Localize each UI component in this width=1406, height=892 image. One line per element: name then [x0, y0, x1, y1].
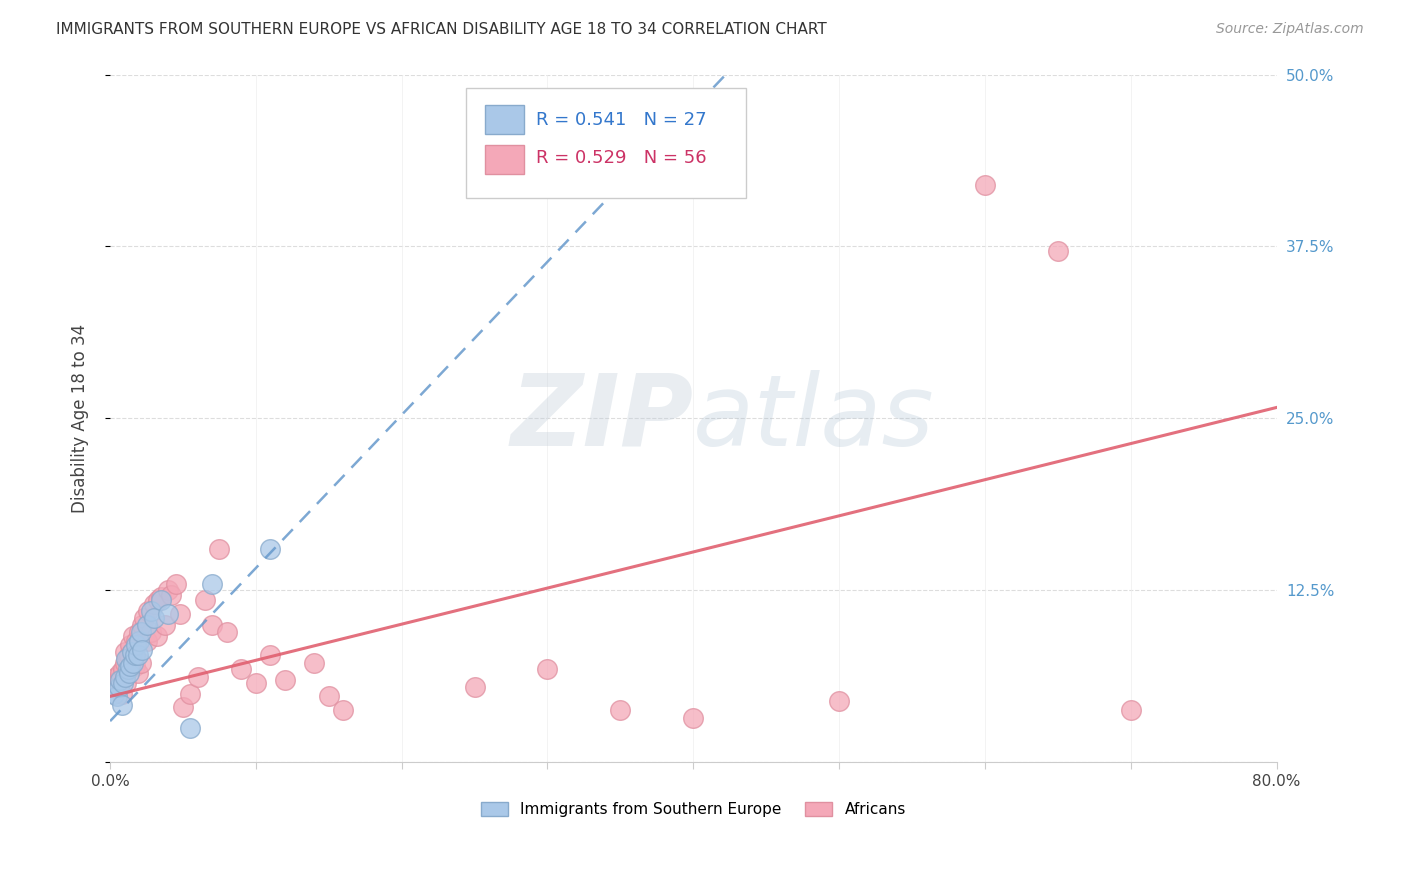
Point — [1119, 703, 1142, 717]
Point — [111, 687, 134, 701]
Point — [135, 618, 157, 632]
Point — [118, 648, 141, 662]
Point — [122, 657, 145, 671]
Point — [105, 680, 128, 694]
Point — [145, 629, 167, 643]
Point — [125, 634, 148, 648]
Point — [142, 611, 165, 625]
Text: R = 0.541   N = 27: R = 0.541 N = 27 — [536, 111, 706, 129]
Point — [215, 624, 238, 639]
Point — [464, 680, 486, 694]
Point — [201, 576, 224, 591]
Legend: Immigrants from Southern Europe, Africans: Immigrants from Southern Europe, African… — [475, 797, 912, 823]
Point — [103, 687, 125, 701]
Point — [208, 542, 231, 557]
Point — [150, 591, 173, 605]
Point — [157, 583, 180, 598]
Point — [114, 670, 136, 684]
Point — [139, 624, 162, 639]
Point — [609, 703, 631, 717]
Point — [142, 597, 165, 611]
Point — [245, 675, 267, 690]
Point — [150, 593, 173, 607]
Point — [1046, 244, 1069, 258]
Point — [274, 673, 297, 687]
Point — [157, 607, 180, 621]
Point — [165, 576, 187, 591]
Point — [117, 662, 139, 676]
Point — [120, 639, 142, 653]
Point — [179, 721, 201, 735]
Text: ZIP: ZIP — [510, 370, 693, 467]
Point — [124, 659, 146, 673]
Point — [332, 703, 354, 717]
Point — [128, 634, 150, 648]
FancyBboxPatch shape — [485, 145, 524, 174]
Point — [536, 662, 558, 676]
Point — [169, 607, 191, 621]
Point — [114, 657, 136, 671]
Point — [103, 675, 125, 690]
Point — [302, 657, 325, 671]
Point — [194, 593, 217, 607]
Point — [179, 687, 201, 701]
Point — [974, 178, 997, 192]
Point — [112, 675, 135, 690]
Text: atlas: atlas — [693, 370, 935, 467]
Point — [118, 665, 141, 680]
Point — [125, 639, 148, 653]
Point — [122, 629, 145, 643]
Point — [132, 611, 155, 625]
Point — [160, 588, 183, 602]
Point — [259, 648, 281, 662]
Point — [120, 659, 142, 673]
Point — [104, 670, 127, 684]
Point — [115, 675, 138, 690]
Point — [127, 648, 149, 662]
Point — [682, 711, 704, 725]
Point — [105, 690, 128, 704]
Point — [124, 648, 146, 662]
Point — [136, 604, 159, 618]
Point — [148, 593, 170, 607]
Point — [155, 618, 177, 632]
Text: IMMIGRANTS FROM SOUTHERN EUROPE VS AFRICAN DISABILITY AGE 18 TO 34 CORRELATION C: IMMIGRANTS FROM SOUTHERN EUROPE VS AFRIC… — [56, 22, 827, 37]
Point — [129, 657, 152, 671]
Point — [131, 642, 153, 657]
Point — [131, 618, 153, 632]
Point — [117, 652, 139, 666]
Point — [110, 665, 132, 680]
Point — [135, 634, 157, 648]
Point — [187, 670, 209, 684]
Point — [828, 693, 851, 707]
Point — [259, 542, 281, 557]
Point — [129, 624, 152, 639]
Text: R = 0.529   N = 56: R = 0.529 N = 56 — [536, 150, 706, 168]
Point — [318, 690, 340, 704]
Point — [112, 662, 135, 676]
Point — [114, 645, 136, 659]
Text: Source: ZipAtlas.com: Source: ZipAtlas.com — [1216, 22, 1364, 37]
Point — [139, 604, 162, 618]
Point — [127, 665, 149, 680]
FancyBboxPatch shape — [485, 105, 524, 135]
Point — [111, 698, 134, 712]
Point — [121, 645, 143, 659]
Point — [121, 645, 143, 659]
FancyBboxPatch shape — [465, 88, 745, 198]
Point — [128, 624, 150, 639]
Point — [115, 652, 138, 666]
Point — [110, 673, 132, 687]
Point — [108, 680, 131, 694]
Point — [108, 673, 131, 687]
Point — [231, 662, 253, 676]
Y-axis label: Disability Age 18 to 34: Disability Age 18 to 34 — [72, 324, 89, 513]
Point — [201, 618, 224, 632]
Point — [172, 700, 194, 714]
